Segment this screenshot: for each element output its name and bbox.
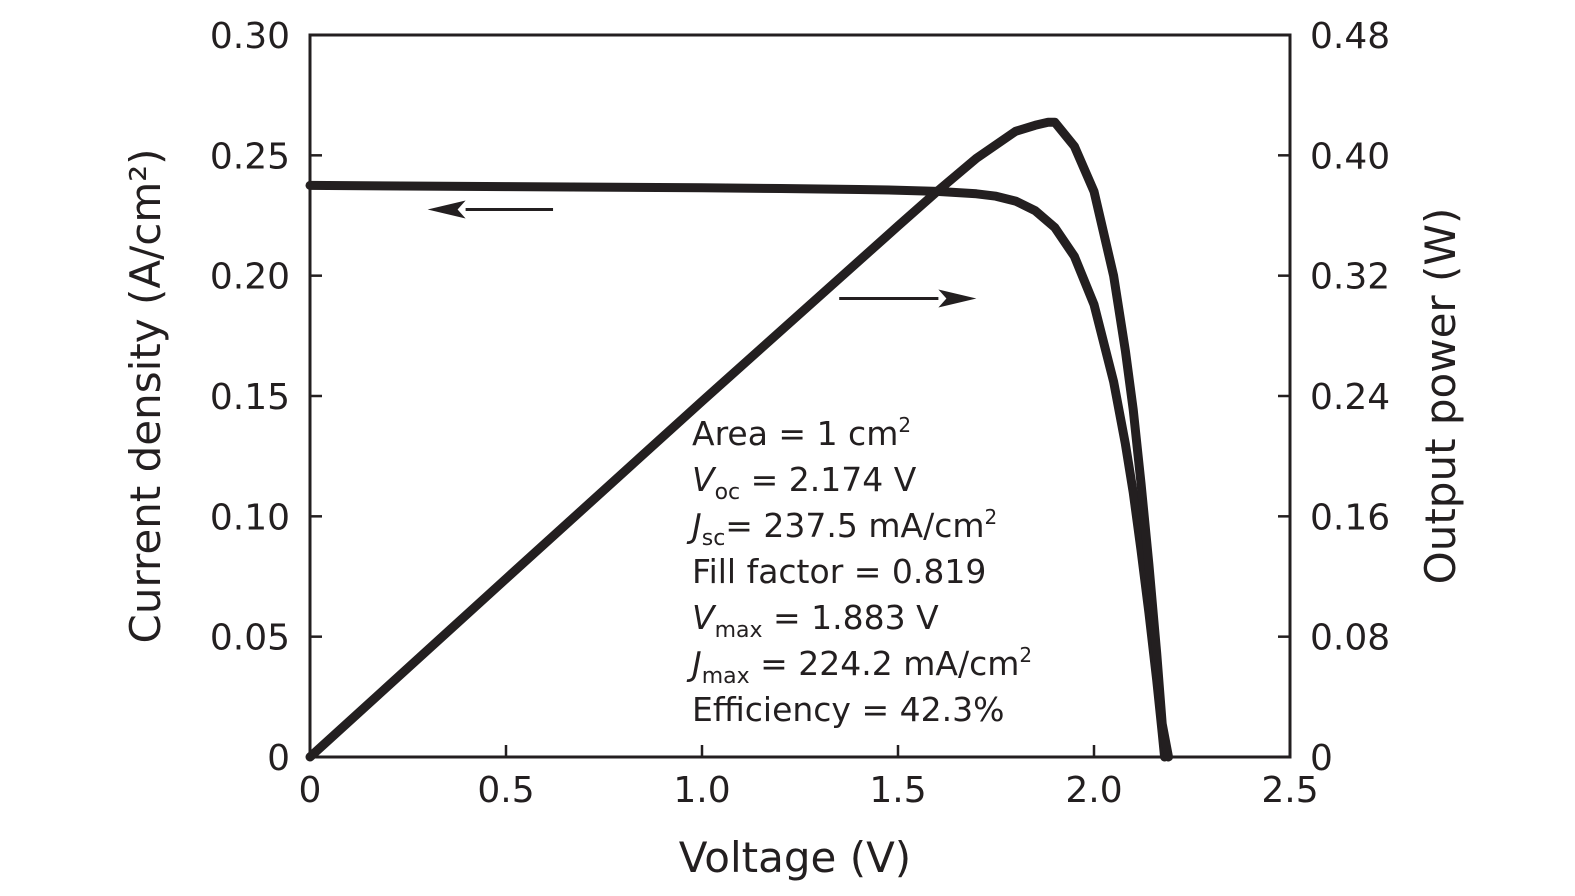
arrow-group [427, 200, 977, 308]
cell-parameters-annotation: Area = 1 cm2 Voc = 2.174 V Jsc= 237.5 mA… [686, 413, 1032, 729]
annotation-fill-factor: Fill factor = 0.819 [692, 552, 986, 591]
right-y-tick-label: 0.24 [1310, 377, 1390, 418]
x-tick-label: 0.5 [477, 770, 534, 811]
right-y-tick-label: 0.08 [1310, 618, 1390, 659]
left-y-tick-label: 0.30 [210, 16, 290, 57]
annotation-voc: Voc = 2.174 V [692, 460, 917, 505]
right-y-tick-label: 0.48 [1310, 16, 1390, 57]
x-tick-label: 1.0 [673, 770, 730, 811]
annotation-vmax: Vmax = 1.883 V [692, 598, 939, 643]
annotation-area: Area = 1 cm2 [692, 413, 911, 453]
arrow-to-left-axis-head [427, 200, 466, 219]
annotation-jmax: Jmax = 224.2 mA/cm2 [686, 643, 1032, 689]
x-tick-label: 2.5 [1261, 770, 1318, 811]
right-y-tick-label: 0.16 [1310, 497, 1390, 538]
right-y-tick-label: 0.40 [1310, 136, 1390, 177]
left-y-axis-title: Current density (A/cm²) [121, 149, 170, 644]
right-y-tick-label: 0.32 [1310, 257, 1390, 298]
arrow-to-right-axis-head [938, 289, 977, 308]
x-tick-label: 1.5 [869, 770, 926, 811]
annotation-efficiency: Efficiency = 42.3% [692, 690, 1004, 729]
x-tick-label: 2.0 [1065, 770, 1122, 811]
left-y-tick-label: 0.10 [210, 497, 290, 538]
left-y-tick-label: 0.25 [210, 136, 290, 177]
series-line-output-power [305, 117, 1173, 762]
left-y-tick-label: 0.05 [210, 618, 290, 659]
annotation-jsc: Jsc= 237.5 mA/cm2 [686, 505, 997, 551]
series-group [305, 117, 1173, 762]
series-line-current-density [305, 180, 1170, 762]
left-y-tick-label: 0.20 [210, 257, 290, 298]
right-y-axis-title: Output power (W) [1416, 208, 1465, 585]
left-y-tick-label: 0.15 [210, 377, 290, 418]
right-y-axis-ticks: 0 0.08 0.16 0.24 0.32 0.40 0.48 [1278, 16, 1390, 779]
left-y-tick-label: 0 [267, 738, 290, 779]
x-axis-ticks: 0 0.5 1.0 1.5 2.0 2.5 [299, 745, 1319, 811]
x-axis-title: Voltage (V) [679, 833, 911, 882]
x-tick-label: 0 [299, 770, 322, 811]
right-y-tick-label: 0 [1310, 738, 1333, 779]
left-y-axis-ticks: 0 0.05 0.10 0.15 0.20 0.25 0.30 [210, 16, 322, 779]
